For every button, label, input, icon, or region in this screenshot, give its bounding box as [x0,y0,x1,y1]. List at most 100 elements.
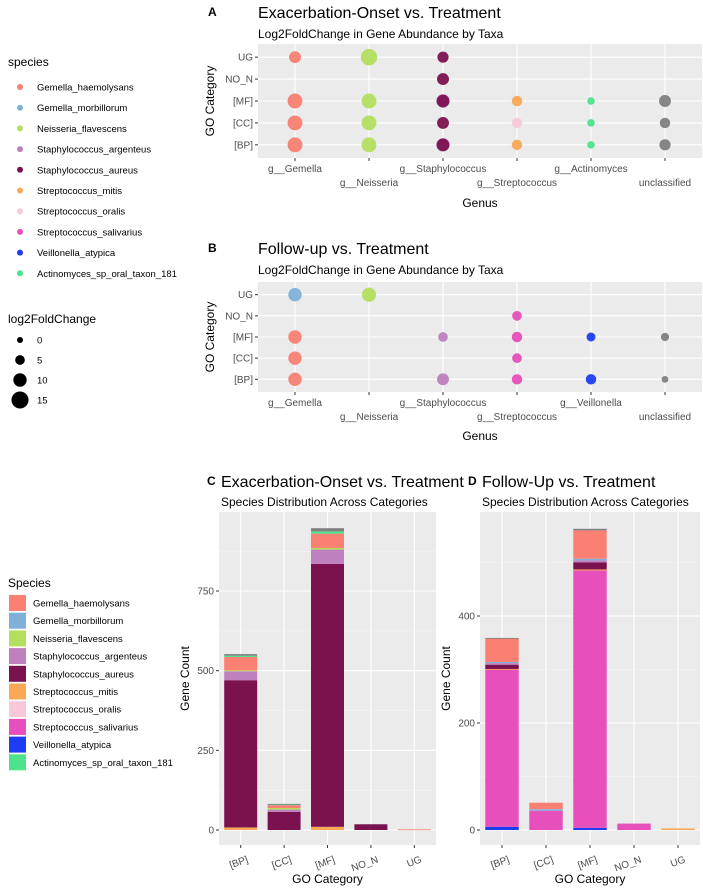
bar-segment [573,570,607,828]
y-tick-label: 750 [197,587,214,598]
data-point [511,331,523,343]
legend-label: Staphylococcus_argenteus [37,145,151,156]
legend-swatch [17,228,23,235]
bar-segment [573,560,607,563]
bar-segment [311,563,344,827]
x-tick-label: UG [669,854,687,870]
bar-chart-panel-C: C Exacerbation-Onset vs. Treatment Species… [178,474,464,886]
legend-label: 0 [37,336,42,347]
data-point [437,51,449,63]
bar-chart-panel-D: D Follow-Up vs. Treatment Species Distribu… [439,474,700,886]
bar-segment [485,664,519,669]
y-tick-label: NO_N [225,311,253,322]
bar-segment [617,823,651,830]
x-tick-label: [MF] [314,854,337,871]
y-tick-label: [BP] [234,375,253,386]
bar-segment [573,528,607,531]
bar-segment [311,531,344,534]
bar-segment [485,662,519,664]
x-tick-label: g__Staphylococcus [400,164,487,175]
data-point [438,332,448,342]
panel-tag: C [207,474,216,488]
bar-segment [311,547,344,550]
x-axis-title: Genus [462,196,497,210]
y-axis-title: Gene Count [439,645,453,710]
data-point [437,116,449,129]
dot-plot-panel-A: A Exacerbation-Onset vs. Treatment Log2Fol… [203,5,702,210]
legend-swatch [17,270,23,277]
legend-swatch [9,701,26,718]
bar-segment [529,809,563,811]
x-tick-label: g__Neisseria [340,412,399,423]
bar-segment [573,569,607,571]
y-tick-label: 200 [458,719,475,730]
y-tick-label: NO_N [225,75,253,86]
data-point [660,332,670,342]
legend-label: Streptococcus_oralis [37,207,125,218]
data-point [361,93,377,109]
data-point [437,373,449,386]
legend-swatch [9,648,26,665]
legend-label: Streptococcus_mitis [37,186,122,197]
x-tick-label: [CC] [271,854,294,871]
x-tick-label: [BP] [228,854,250,871]
data-point [661,375,669,383]
y-tick-label: 400 [458,612,475,623]
data-point [659,95,671,107]
legend-label: Streptococcus_salivarius [37,227,142,238]
species-legend-bars: Species Gemella_haemolysans Gemella_morbil… [8,576,173,771]
x-tick-label: unclassified [639,178,691,189]
legend-swatch [9,754,26,771]
bar-segment [267,808,301,810]
legend-label: Gemella_morbillorum [37,103,127,114]
y-tick-label: UG [238,53,253,64]
legend-size-marker [13,373,27,387]
legend-label: 10 [37,376,48,387]
bar-segment [573,530,607,559]
bar-segment [661,828,695,830]
legend-label: Actinomyces_sp_oral_taxon_181 [33,758,173,769]
y-tick-label: [CC] [233,118,253,129]
bar-segment [485,826,519,830]
legend-label: Veillonella_atypica [33,740,112,751]
data-point [512,310,522,321]
legend-swatch [9,612,26,629]
y-tick-label: [BP] [234,140,253,151]
legend-swatch [17,166,23,173]
bar-segment [311,533,344,548]
data-point [361,115,377,131]
data-point [511,374,523,385]
legend-swatch [17,125,23,132]
bar-segment [267,809,301,812]
x-axis-title: GO Category [555,872,626,886]
y-tick-label: 0 [208,826,214,837]
x-tick-label: g__Veillonella [560,398,622,409]
bar-segment [485,637,519,639]
bar-segment [224,655,258,657]
legend-swatch [17,84,23,90]
x-tick-label: g__Actinomyces [554,164,627,175]
bar-segment [224,827,258,830]
legend-label: Gemella_haemolysans [33,599,130,610]
data-point [587,97,595,105]
y-tick-label: 0 [469,826,475,837]
chart-subtitle: Log2FoldChange in Gene Abundance by Taxa [258,27,504,41]
bar-segment [573,827,607,830]
panel-tag: B [208,241,217,255]
legend-label: Gemella_morbillorum [33,616,123,627]
bar-segment [397,829,431,831]
y-axis-title: GO Category [203,66,217,137]
data-point [436,94,450,108]
bar-segment [573,562,607,570]
legend-label: Streptococcus_salivarius [33,722,138,733]
dot-plot-panel-B: B Follow-up vs. Treatment Log2FoldChange i… [203,241,702,443]
data-point [288,351,302,365]
species-legend: species Gemella_haemolysans Gemella_morbil… [8,55,177,280]
legend-title: log2FoldChange [8,312,96,326]
y-axis-title: GO Category [203,302,217,373]
chart-title: Exacerbation-Onset vs. Treatment [221,474,464,491]
legend-label: Actinomyces_sp_oral_taxon_181 [37,269,177,280]
data-point [659,117,671,129]
legend-label: Staphylococcus_aureus [37,165,138,176]
bar-segment [311,528,344,532]
